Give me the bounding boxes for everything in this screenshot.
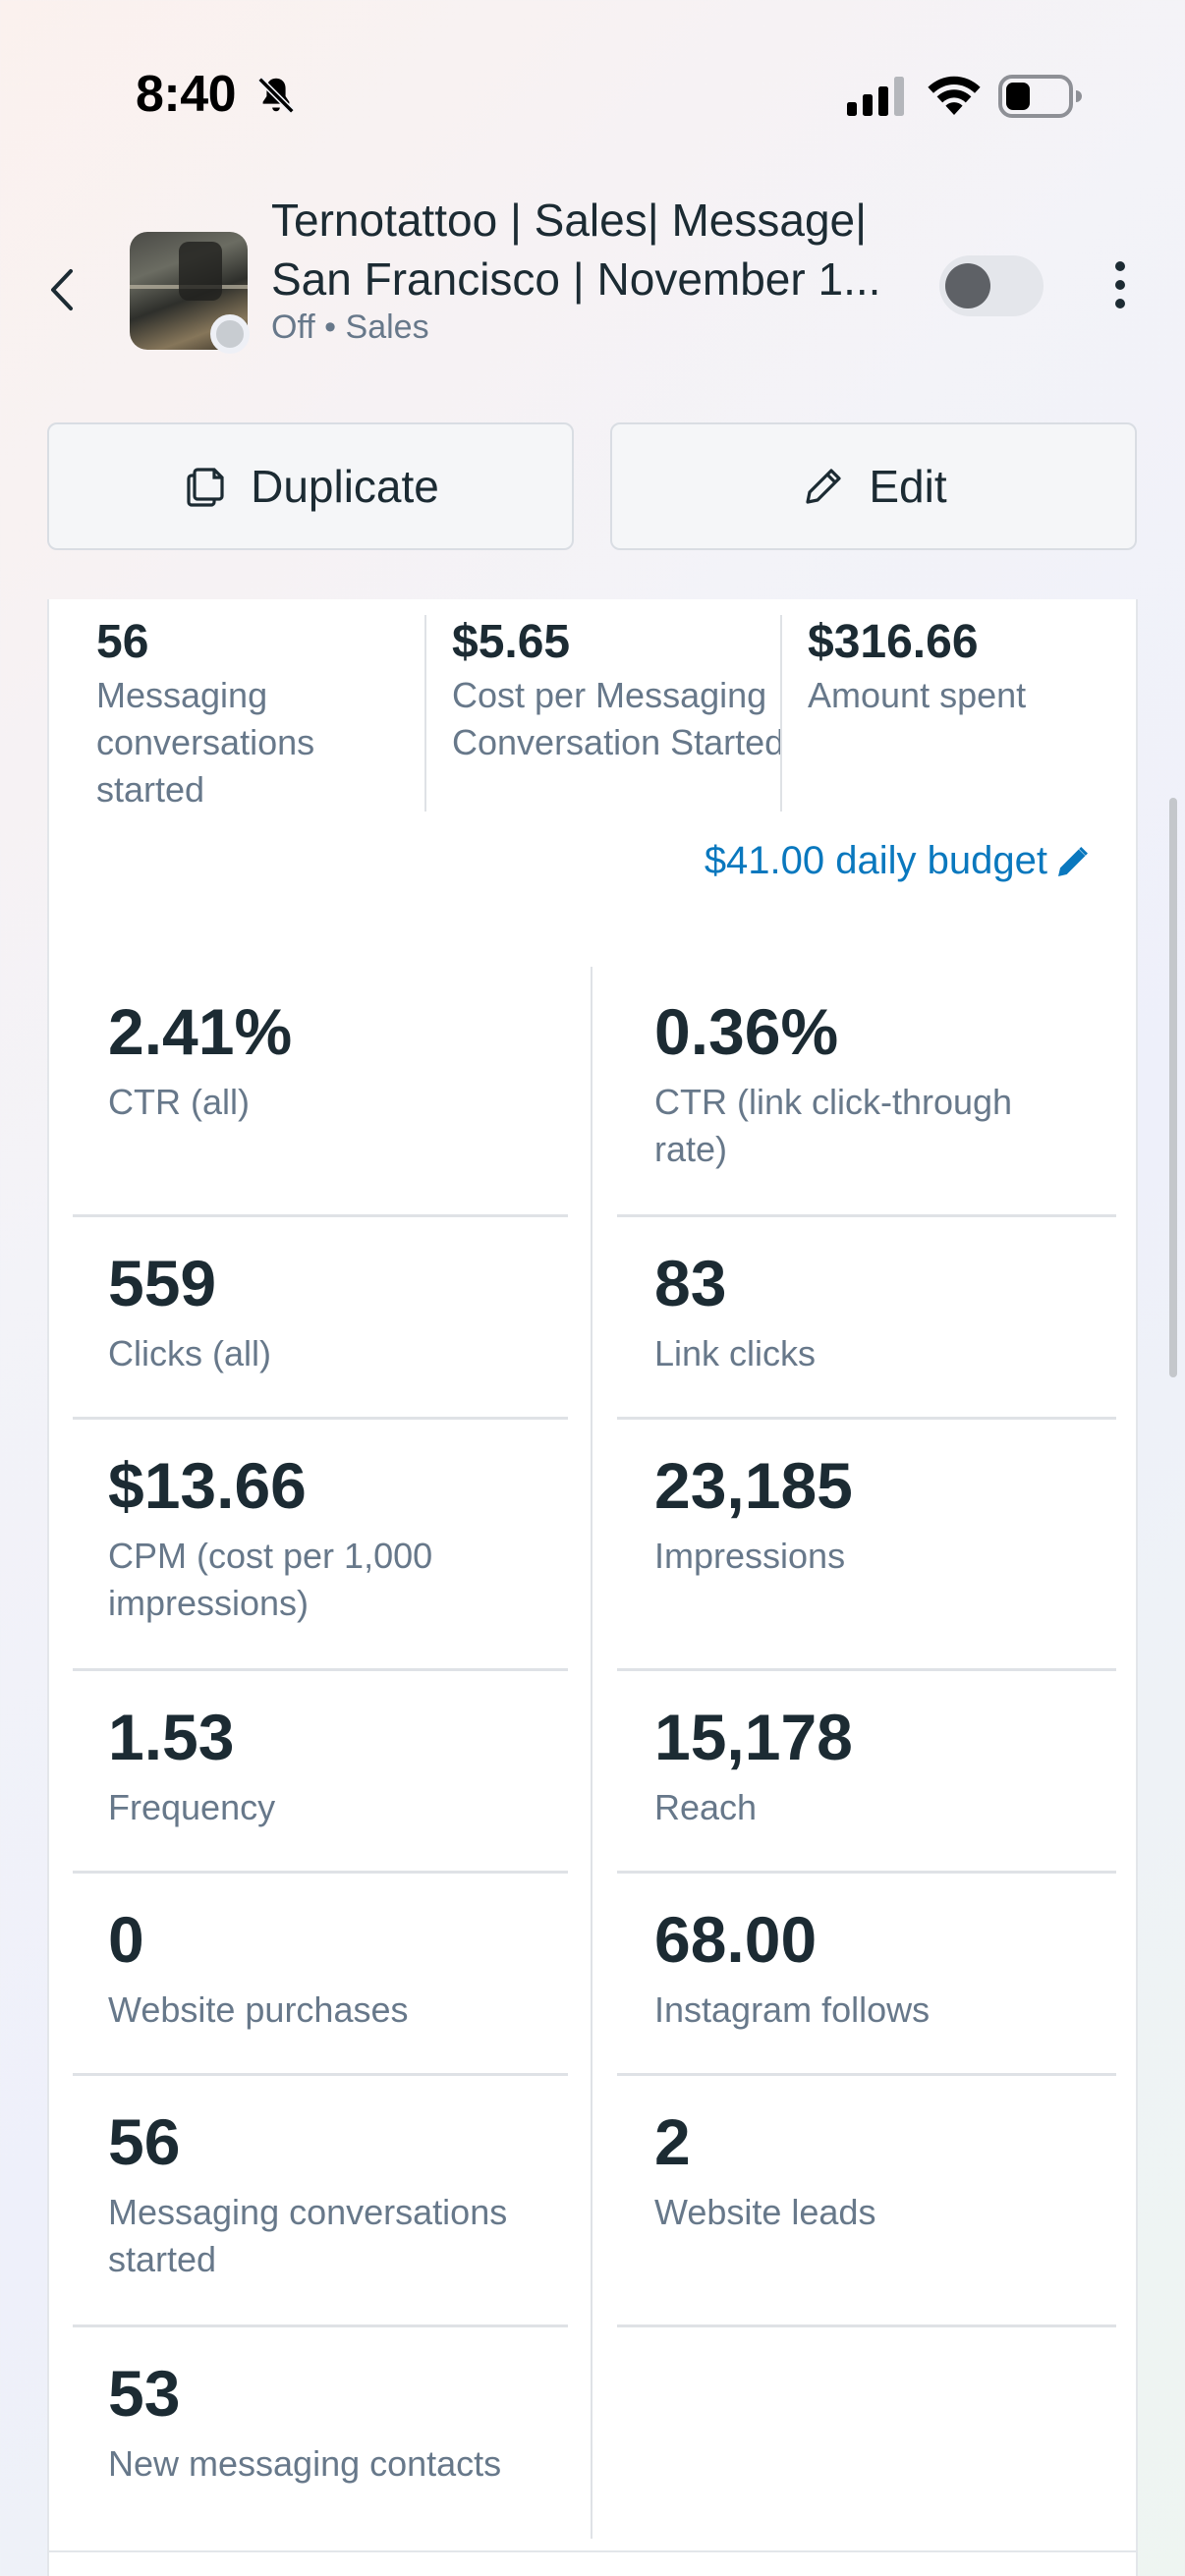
row-divider xyxy=(73,1417,568,1420)
metric-ctr-all: 2.41% CTR (all) xyxy=(108,992,560,1126)
row-divider xyxy=(73,2073,568,2076)
metric-value: 1.53 xyxy=(108,1701,235,1773)
metric-value: 0.36% xyxy=(654,995,839,1068)
row-divider xyxy=(617,1871,1116,1874)
metric-frequency: 1.53 Frequency xyxy=(108,1698,560,1831)
campaign-title: Ternotattoo | Sales| Message| San Franci… xyxy=(271,191,920,308)
metric-instagram-follows: 68.00 Instagram follows xyxy=(654,1900,1077,2034)
metric-messaging-conversations: 56 Messaging conversations started xyxy=(108,2102,540,2283)
row-divider xyxy=(617,2324,1116,2327)
battery-icon xyxy=(998,75,1082,118)
metric-value: 2.41% xyxy=(108,995,293,1068)
summary-label: Cost per Messaging Conversation Started xyxy=(452,675,785,762)
performance-card: 56 Messaging conversations started $5.65… xyxy=(47,599,1138,2576)
metric-label: Frequency xyxy=(108,1787,276,1827)
toggle-knob xyxy=(945,263,990,308)
wifi-icon xyxy=(928,76,981,115)
duplicate-icon xyxy=(187,468,224,507)
metric-value: 23,185 xyxy=(654,1449,853,1522)
status-indicator xyxy=(210,314,250,354)
daily-budget-link[interactable]: $41.00 daily budget xyxy=(705,839,1093,883)
row-divider xyxy=(617,1417,1116,1420)
duplicate-label: Duplicate xyxy=(251,461,439,512)
bell-slash-icon xyxy=(257,77,295,114)
summary-label: Messaging conversations started xyxy=(96,675,315,810)
metric-label: Website purchases xyxy=(108,1989,409,2030)
metric-label: Clicks (all) xyxy=(108,1333,271,1373)
edit-button[interactable]: Edit xyxy=(610,422,1137,550)
status-time: 8:40 xyxy=(136,66,237,123)
summary-value: $5.65 xyxy=(452,616,571,668)
metric-clicks-all: 559 Clicks (all) xyxy=(108,1244,560,1377)
metric-label: CTR (link click-through rate) xyxy=(654,1082,1013,1169)
duplicate-button[interactable]: Duplicate xyxy=(47,422,574,550)
card-bottom-border xyxy=(47,2550,1138,2552)
metric-value: $13.66 xyxy=(108,1449,307,1522)
metric-cpm: $13.66 CPM (cost per 1,000 impressions) xyxy=(108,1446,501,1627)
row-divider xyxy=(617,1668,1116,1671)
metric-value: 56 xyxy=(108,2105,181,2178)
metric-ctr-link: 0.36% CTR (link click-through rate) xyxy=(654,992,1077,1173)
status-bar: 8:40 xyxy=(0,0,1185,187)
edit-label: Edit xyxy=(869,461,947,512)
metric-label: Link clicks xyxy=(654,1333,817,1373)
summary-divider xyxy=(780,615,782,812)
metric-label: Reach xyxy=(654,1787,758,1827)
summary-label: Amount spent xyxy=(808,675,1027,715)
daily-budget-label: $41.00 daily budget xyxy=(704,839,1047,882)
row-divider xyxy=(73,1668,568,1671)
metric-impressions: 23,185 Impressions xyxy=(654,1446,1077,1580)
metric-label: Impressions xyxy=(654,1536,846,1576)
metric-label: CPM (cost per 1,000 impressions) xyxy=(108,1536,433,1623)
chevron-left-icon xyxy=(51,269,73,310)
metric-reach: 15,178 Reach xyxy=(654,1698,1077,1831)
metrics-column-divider xyxy=(591,967,592,2539)
pencil-icon xyxy=(806,469,841,504)
row-divider xyxy=(73,1214,568,1217)
more-options-button[interactable] xyxy=(1100,246,1140,324)
campaign-header: Ternotattoo | Sales| Message| San Franci… xyxy=(0,187,1185,403)
row-divider xyxy=(73,1871,568,1874)
metric-label: New messaging contacts xyxy=(108,2443,502,2484)
metric-value: 68.00 xyxy=(654,1903,818,1976)
cellular-signal-icon xyxy=(847,77,904,116)
metric-label: CTR (all) xyxy=(108,1082,250,1122)
metric-value: 83 xyxy=(654,1247,727,1319)
metric-value: 2 xyxy=(654,2105,691,2178)
metric-value: 559 xyxy=(108,1247,217,1319)
campaign-toggle[interactable] xyxy=(939,255,1044,316)
metric-label: Messaging conversations started xyxy=(108,2192,508,2279)
campaign-title-line-1: Ternotattoo | Sales| Message| xyxy=(271,195,868,246)
metric-link-clicks: 83 Link clicks xyxy=(654,1244,1077,1377)
row-divider xyxy=(617,2073,1116,2076)
summary-item: 56 Messaging conversations started xyxy=(96,613,421,813)
row-divider xyxy=(73,2324,568,2327)
pencil-edit-icon xyxy=(1058,846,1088,876)
summary-value: 56 xyxy=(96,616,149,668)
row-divider xyxy=(617,1214,1116,1217)
back-button[interactable] xyxy=(37,255,86,324)
scrollbar[interactable] xyxy=(1169,798,1177,1377)
campaign-subtitle: Off • Sales xyxy=(271,308,429,346)
summary-item: $316.66 Amount spent xyxy=(808,613,1102,719)
summary-item: $5.65 Cost per Messaging Conversation St… xyxy=(452,613,786,766)
metric-website-purchases: 0 Website purchases xyxy=(108,1900,560,2034)
metric-label: Website leads xyxy=(654,2192,876,2232)
metric-website-leads: 2 Website leads xyxy=(654,2102,1077,2236)
campaign-title-line-2: San Francisco | November 1... xyxy=(271,253,881,305)
summary-value: $316.66 xyxy=(808,616,979,668)
metric-value: 53 xyxy=(108,2357,181,2430)
metric-new-messaging-contacts: 53 New messaging contacts xyxy=(108,2354,560,2488)
metric-value: 0 xyxy=(108,1903,144,1976)
metric-label: Instagram follows xyxy=(654,1989,931,2030)
metric-value: 15,178 xyxy=(654,1701,853,1773)
summary-divider xyxy=(424,615,426,812)
